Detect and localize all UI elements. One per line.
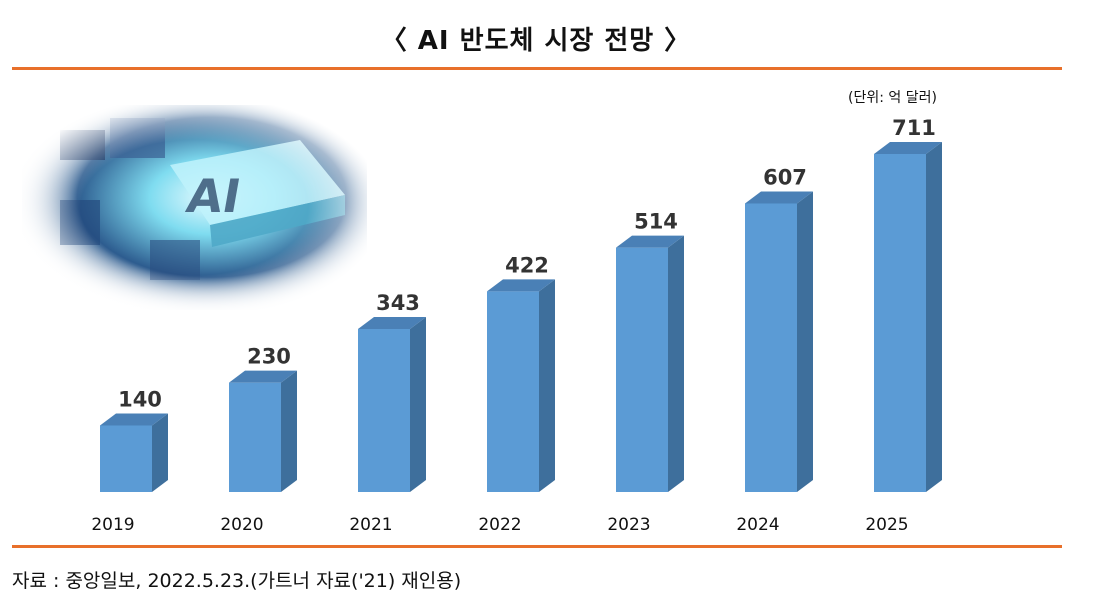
top-divider [12, 67, 1062, 70]
bar-side-face [410, 316, 426, 492]
bar-side-face [797, 191, 813, 492]
value-label-2020: 230 [247, 345, 291, 369]
bar-side-face [668, 235, 684, 493]
ai-chip-image: AI [22, 105, 367, 310]
bar-front-face [100, 425, 152, 492]
bar-side-face [281, 370, 297, 492]
bar-2024 [745, 191, 813, 492]
bars-group: 140 2019 230 2020 343 2021 422 2022 514 2023 607 20… [91, 116, 942, 535]
bar-2023 [616, 235, 684, 493]
bar-front-face [874, 154, 926, 492]
value-label-2023: 514 [634, 210, 678, 234]
bar-top-face [100, 413, 168, 426]
bar-front-face [616, 247, 668, 492]
x-tick-2023: 2023 [607, 515, 650, 535]
bar-top-face [358, 316, 426, 329]
value-label-2024: 607 [763, 165, 807, 189]
x-tick-2020: 2020 [220, 515, 263, 535]
x-tick-2021: 2021 [349, 515, 392, 535]
x-tick-2024: 2024 [736, 515, 779, 535]
value-label-2019: 140 [118, 387, 162, 411]
bar-front-face [487, 291, 539, 492]
bar-side-face [926, 142, 942, 492]
bar-top-face [745, 191, 813, 204]
x-tick-2025: 2025 [865, 515, 908, 535]
source-note: 자료 : 중앙일보, 2022.5.23.(가트너 자료('21) 재인용) [12, 570, 462, 592]
value-label-2022: 422 [505, 253, 549, 277]
x-tick-2022: 2022 [478, 515, 521, 535]
bar-2022 [487, 279, 555, 492]
x-tick-2019: 2019 [91, 515, 134, 535]
value-label-2025: 711 [892, 116, 936, 140]
bar-top-face [874, 142, 942, 154]
bar-2025 [874, 142, 942, 492]
bar-front-face [745, 203, 797, 492]
bar-top-face [229, 370, 297, 383]
bottom-divider [12, 545, 1062, 548]
unit-note: (단위: 억 달러) [848, 90, 937, 106]
bar-top-face [616, 235, 684, 248]
page-title: 〈 AI 반도체 시장 전망 〉 [380, 26, 692, 56]
bar-2019 [100, 413, 168, 492]
bar-side-face [539, 279, 555, 492]
bar-front-face [229, 382, 281, 492]
bar-2021 [358, 316, 426, 492]
bar-side-face [152, 413, 168, 492]
bar-2020 [229, 370, 297, 492]
value-label-2021: 343 [376, 291, 420, 315]
bar-top-face [487, 279, 555, 292]
bar-front-face [358, 328, 410, 492]
